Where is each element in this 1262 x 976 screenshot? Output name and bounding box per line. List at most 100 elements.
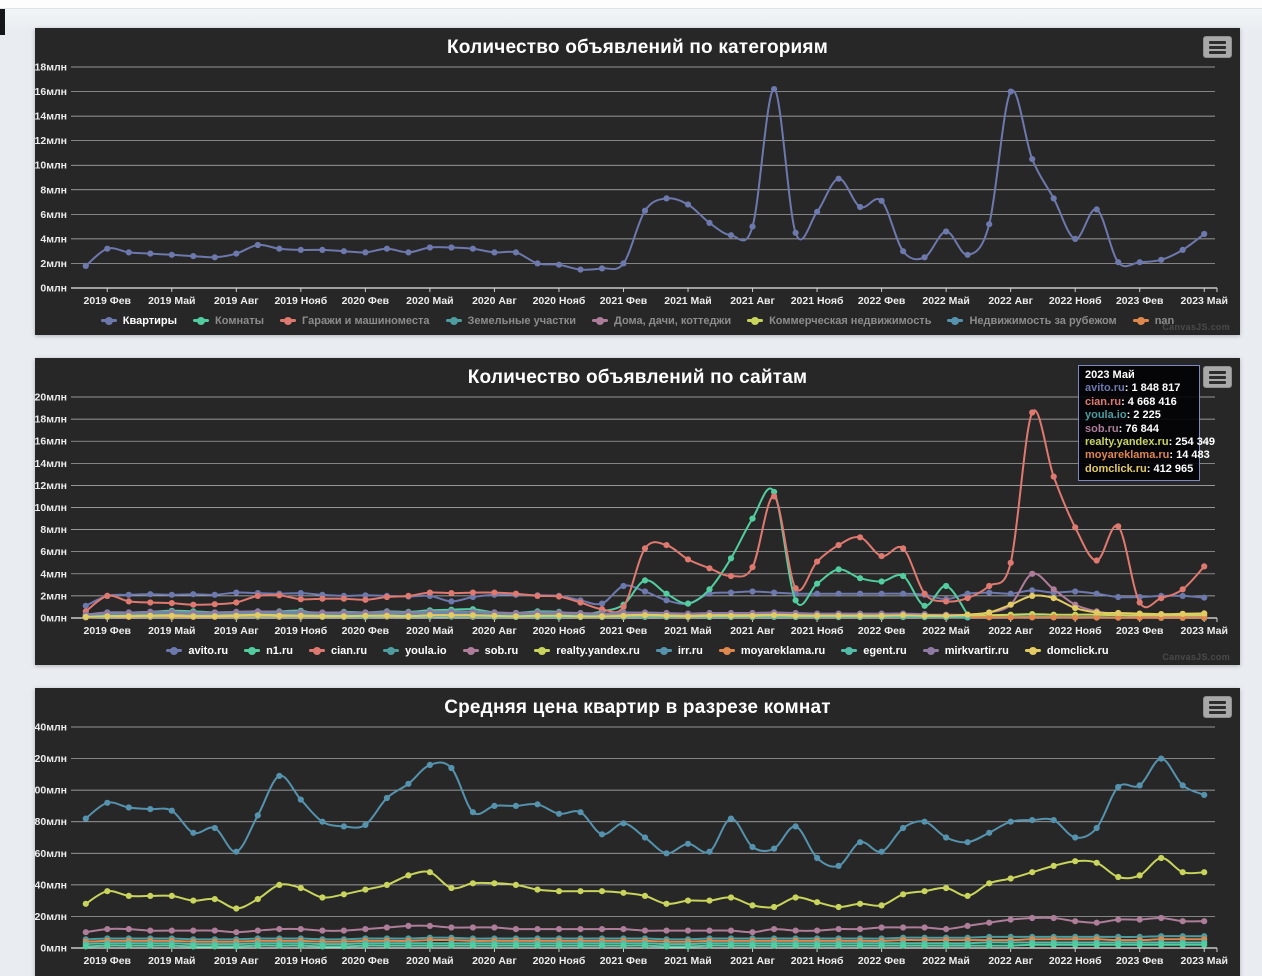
data-point-marker[interactable] — [448, 924, 455, 931]
data-point-marker[interactable] — [900, 545, 907, 552]
data-point-marker[interactable] — [986, 942, 993, 949]
data-point-marker[interactable] — [1007, 590, 1014, 597]
data-point-marker[interactable] — [900, 248, 907, 255]
data-point-marker[interactable] — [641, 207, 649, 214]
data-point-marker[interactable] — [620, 260, 627, 267]
data-point-marker[interactable] — [405, 922, 412, 929]
data-point-marker[interactable] — [792, 823, 799, 830]
data-point-marker[interactable] — [1115, 593, 1122, 601]
legend-item-Недвижимость за рубежом[interactable]: Недвижимость за рубежом — [947, 315, 1117, 327]
data-point-marker[interactable] — [598, 888, 606, 895]
data-point-marker[interactable] — [82, 943, 89, 950]
data-point-marker[interactable] — [921, 818, 928, 825]
data-point-marker[interactable] — [1158, 256, 1165, 263]
data-point-marker[interactable] — [362, 612, 369, 619]
data-point-marker[interactable] — [469, 880, 476, 887]
data-point-marker[interactable] — [641, 892, 649, 899]
data-point-marker[interactable] — [147, 591, 154, 598]
data-point-marker[interactable] — [426, 869, 433, 876]
data-point-marker[interactable] — [749, 588, 756, 595]
data-point-marker[interactable] — [491, 924, 498, 931]
data-point-marker[interactable] — [1050, 195, 1057, 202]
data-point-marker[interactable] — [1201, 230, 1208, 238]
data-point-marker[interactable] — [1201, 791, 1208, 798]
data-point-marker[interactable] — [319, 595, 326, 602]
data-point-marker[interactable] — [491, 942, 498, 949]
data-point-marker[interactable] — [598, 600, 606, 607]
data-point-marker[interactable] — [1029, 592, 1036, 599]
data-point-marker[interactable] — [771, 589, 778, 596]
data-point-marker[interactable] — [491, 612, 498, 619]
data-point-marker[interactable] — [706, 848, 713, 855]
data-point-marker[interactable] — [104, 942, 111, 949]
data-point-marker[interactable] — [1029, 409, 1036, 416]
data-point-marker[interactable] — [727, 894, 735, 901]
data-point-marker[interactable] — [1179, 592, 1186, 599]
data-point-marker[interactable] — [684, 613, 692, 620]
data-point-marker[interactable] — [1136, 599, 1143, 606]
data-point-marker[interactable] — [276, 245, 283, 252]
data-point-marker[interactable] — [706, 586, 713, 593]
data-point-marker[interactable] — [1201, 614, 1208, 621]
chart-menu-button[interactable] — [1203, 36, 1232, 58]
data-point-marker[interactable] — [340, 595, 347, 602]
data-point-marker[interactable] — [1072, 524, 1079, 531]
data-point-marker[interactable] — [577, 942, 584, 949]
data-point-marker[interactable] — [620, 603, 627, 610]
data-point-marker[interactable] — [383, 245, 390, 252]
data-point-marker[interactable] — [297, 246, 304, 253]
data-point-marker[interactable] — [1201, 869, 1208, 876]
data-point-marker[interactable] — [362, 821, 369, 828]
data-point-marker[interactable] — [577, 266, 584, 273]
data-point-marker[interactable] — [383, 881, 390, 888]
data-point-marker[interactable] — [986, 919, 993, 926]
data-point-marker[interactable] — [469, 589, 476, 596]
data-point-marker[interactable] — [1136, 916, 1143, 923]
data-point-marker[interactable] — [620, 926, 627, 933]
data-point-marker[interactable] — [340, 248, 347, 255]
data-point-marker[interactable] — [147, 892, 154, 899]
data-point-marker[interactable] — [362, 926, 369, 933]
data-point-marker[interactable] — [1072, 588, 1079, 595]
data-point-marker[interactable] — [792, 612, 799, 619]
data-point-marker[interactable] — [276, 926, 283, 933]
data-point-marker[interactable] — [190, 897, 197, 904]
data-point-marker[interactable] — [663, 612, 670, 619]
data-point-marker[interactable] — [598, 265, 606, 272]
data-point-marker[interactable] — [792, 229, 799, 236]
data-point-marker[interactable] — [297, 796, 304, 803]
data-point-marker[interactable] — [147, 612, 154, 619]
data-point-marker[interactable] — [211, 613, 218, 620]
data-point-marker[interactable] — [254, 612, 261, 619]
data-point-marker[interactable] — [814, 927, 821, 934]
data-point-marker[interactable] — [1007, 559, 1014, 566]
data-point-marker[interactable] — [835, 590, 842, 597]
data-point-marker[interactable] — [319, 613, 326, 620]
data-point-marker[interactable] — [276, 592, 283, 599]
data-point-marker[interactable] — [1201, 941, 1208, 948]
data-point-marker[interactable] — [233, 905, 240, 912]
data-point-marker[interactable] — [857, 575, 864, 582]
data-point-marker[interactable] — [1093, 614, 1100, 621]
data-point-marker[interactable] — [964, 595, 971, 602]
data-point-marker[interactable] — [1093, 206, 1100, 213]
data-point-marker[interactable] — [1115, 609, 1122, 617]
data-point-marker[interactable] — [534, 612, 541, 619]
data-point-marker[interactable] — [749, 929, 756, 936]
data-point-marker[interactable] — [233, 599, 240, 606]
data-point-marker[interactable] — [749, 612, 756, 619]
data-point-marker[interactable] — [964, 922, 971, 929]
data-point-marker[interactable] — [512, 249, 519, 256]
data-point-marker[interactable] — [943, 926, 950, 933]
data-point-marker[interactable] — [878, 848, 885, 855]
legend-item-Дома, дачи, коттеджи[interactable]: Дома, дачи, коттеджи — [591, 315, 731, 327]
data-point-marker[interactable] — [104, 888, 111, 895]
data-point-marker[interactable] — [620, 889, 627, 896]
data-point-marker[interactable] — [1136, 259, 1143, 266]
data-point-marker[interactable] — [125, 613, 132, 620]
data-point-marker[interactable] — [82, 929, 89, 936]
data-point-marker[interactable] — [190, 591, 197, 598]
data-point-marker[interactable] — [233, 929, 240, 936]
data-point-marker[interactable] — [1093, 590, 1100, 597]
data-point-marker[interactable] — [577, 599, 584, 606]
